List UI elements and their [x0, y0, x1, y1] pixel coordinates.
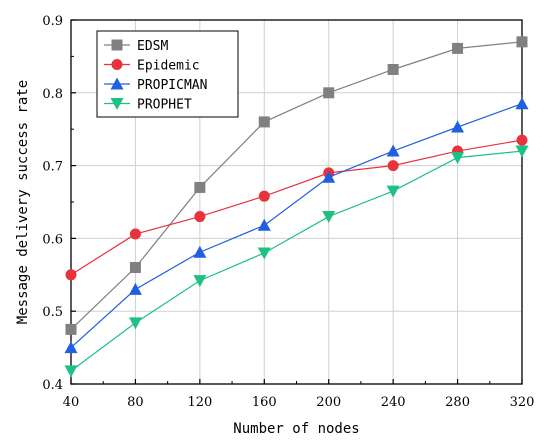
- series-line: [70, 150, 523, 372]
- series-propicman: [64, 97, 529, 354]
- data-point: [64, 341, 78, 354]
- x-tick-label: 160: [252, 395, 277, 410]
- legend-item-epidemic: Epidemic: [104, 59, 200, 74]
- data-point: [322, 211, 336, 224]
- x-tick-label: 280: [445, 395, 470, 410]
- legend-item-edsm: EDSM: [104, 39, 168, 54]
- x-tick-label: 120: [187, 395, 212, 410]
- data-point: [129, 262, 141, 274]
- data-point: [323, 87, 335, 99]
- data-point: [129, 228, 141, 240]
- data-point: [194, 181, 206, 193]
- y-axis-title: Message delivery success rate: [15, 80, 31, 324]
- y-tick-label: 0.4: [42, 378, 63, 393]
- data-point: [515, 145, 529, 158]
- data-point: [258, 190, 270, 202]
- x-tick-label: 80: [127, 395, 144, 410]
- legend-label: EDSM: [137, 39, 168, 54]
- y-tick-label: 0.5: [42, 305, 63, 320]
- series-edsm: [65, 36, 528, 335]
- data-point: [193, 245, 207, 258]
- data-point: [451, 152, 465, 165]
- legend-label: PROPICMAN: [137, 78, 207, 93]
- x-tick-label: 200: [316, 395, 341, 410]
- legend-marker: [111, 59, 123, 70]
- series-line: [70, 41, 523, 330]
- series-line: [70, 139, 523, 276]
- data-point: [64, 365, 78, 378]
- data-point: [386, 185, 400, 198]
- data-point: [515, 97, 529, 110]
- y-tick-label: 0.9: [42, 14, 63, 29]
- legend-marker: [110, 98, 124, 110]
- legend-marker: [110, 77, 124, 90]
- legend-label: PROPHET: [137, 98, 192, 113]
- legend-marker: [111, 39, 123, 51]
- data-point: [322, 170, 336, 183]
- series-prophet: [64, 145, 529, 378]
- data-point: [65, 323, 77, 335]
- data-point: [387, 64, 399, 76]
- data-point: [452, 42, 464, 54]
- data-point: [257, 247, 271, 260]
- data-point: [257, 218, 271, 231]
- data-point: [193, 275, 207, 288]
- axis-ticks: 40 80 120 160 200 240 280 320 0.4 0.5 0.6 0.7 0.8 0.9: [42, 14, 534, 410]
- series-group: [64, 36, 529, 378]
- data-point: [65, 269, 77, 281]
- x-tick-label: 40: [63, 395, 80, 410]
- legend-item-propicman: PROPICMAN: [104, 77, 207, 93]
- series-line: [70, 103, 523, 349]
- data-point: [258, 116, 270, 128]
- data-point: [516, 134, 528, 146]
- data-point: [128, 282, 142, 295]
- data-point: [451, 120, 465, 133]
- y-tick-label: 0.7: [42, 160, 63, 175]
- data-point: [387, 160, 399, 172]
- x-tick-label: 240: [381, 395, 406, 410]
- data-point: [128, 317, 142, 330]
- legend: EDSM Epidemic PROPICMAN PROPHET: [96, 30, 239, 118]
- data-point: [516, 36, 528, 48]
- y-tick-label: 0.8: [42, 87, 63, 102]
- legend-item-prophet: PROPHET: [104, 98, 192, 113]
- data-point: [194, 211, 206, 223]
- y-tick-label: 0.6: [42, 232, 63, 247]
- legend-label: Epidemic: [137, 59, 200, 74]
- x-tick-label: 320: [510, 395, 535, 410]
- x-axis-title: Number of nodes: [233, 421, 359, 437]
- data-point: [386, 144, 400, 157]
